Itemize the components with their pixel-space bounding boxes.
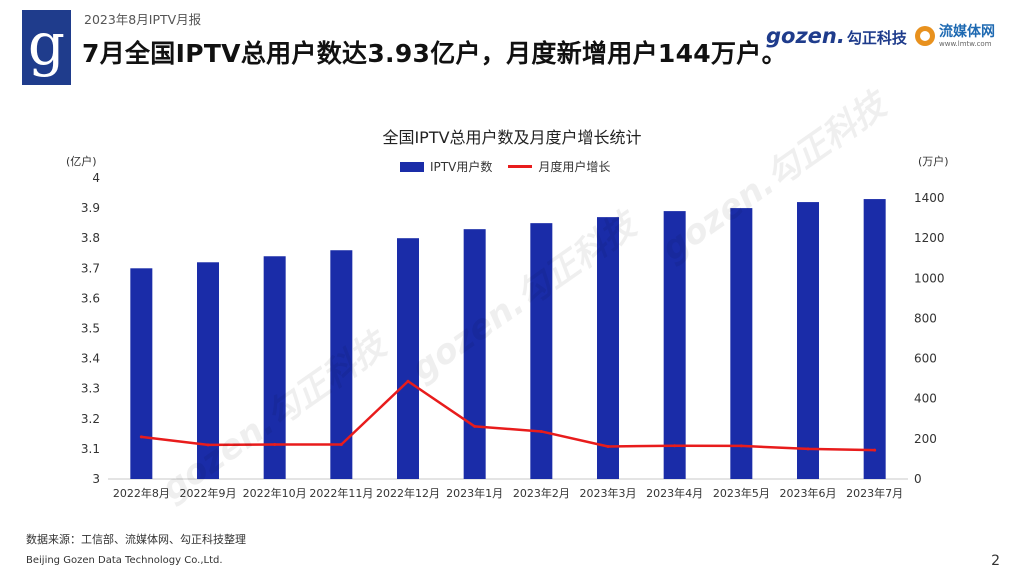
page-number: 2 — [991, 553, 1000, 569]
y-left-tick-label: 3.6 — [81, 291, 100, 305]
y-left-tick-label: 3 — [92, 472, 100, 486]
x-tick-label: 2023年1月 — [446, 486, 503, 500]
y-right-tick-label: 800 — [914, 311, 937, 325]
lmtw-brand-name: 流媒体网 — [939, 24, 995, 40]
gozen-logo-letter: g — [27, 9, 66, 78]
y-left-tick-label: 3.9 — [81, 201, 100, 215]
line-point-monthly-growth — [806, 447, 810, 451]
line-point-monthly-growth — [873, 448, 877, 452]
y-left-tick-label: 3.1 — [81, 442, 100, 456]
y-right-tick-label: 1400 — [914, 191, 945, 205]
x-tick-label: 2022年10月 — [243, 486, 307, 500]
x-tick-label: 2022年12月 — [376, 486, 440, 500]
bar-iptv-users — [197, 262, 219, 479]
gozen-logo-badge: g — [22, 10, 71, 85]
line-point-monthly-growth — [539, 429, 543, 433]
bar-iptv-users — [397, 238, 419, 479]
legend-swatch-bar — [400, 161, 424, 172]
bar-iptv-users — [530, 223, 553, 479]
bar-iptv-users — [463, 229, 486, 479]
line-point-monthly-growth — [739, 444, 743, 448]
y-left-tick-label: 3.3 — [81, 382, 100, 396]
x-tick-label: 2022年9月 — [180, 486, 237, 500]
gozen-brand-logo: gozen. 勾正科技 — [766, 24, 907, 48]
bar-iptv-users — [797, 202, 819, 479]
y-left-tick-label: 3.5 — [81, 322, 100, 336]
y-left-tick-label: 3.7 — [81, 261, 100, 275]
gozen-brand-cn: 勾正科技 — [846, 29, 907, 47]
chart-legend: IPTV用户数 月度用户增长 — [400, 158, 610, 175]
legend-label-line: 月度用户增长 — [538, 160, 611, 174]
x-tick-label: 2023年3月 — [580, 486, 637, 500]
x-tick-label: 2023年6月 — [780, 486, 837, 500]
data-source-note: 数据来源：工信部、流媒体网、勾正科技整理 — [26, 533, 246, 546]
line-point-monthly-growth — [473, 424, 477, 428]
lmtw-brand-logo: 流媒体网 www.lmtw.com — [915, 24, 995, 48]
bar-iptv-users — [863, 199, 886, 479]
bar-iptv-users — [663, 211, 686, 480]
line-point-monthly-growth — [139, 435, 143, 439]
report-tag: 2023年8月IPTV月报 — [84, 12, 202, 27]
gozen-brand-text: gozen. — [766, 24, 845, 48]
x-tick-label: 2023年2月 — [513, 486, 570, 500]
y-left-tick-label: 4 — [92, 171, 100, 185]
line-point-monthly-growth — [273, 442, 277, 446]
y-left-axis-label: (亿户) — [66, 154, 97, 168]
legend-label-bar: IPTV用户数 — [430, 160, 493, 174]
x-tick-label: 2023年4月 — [646, 486, 703, 500]
line-point-monthly-growth — [606, 444, 610, 448]
y-right-tick-label: 1000 — [914, 271, 945, 285]
y-right-axis-label: (万户) — [918, 154, 949, 168]
y-left-tick-label: 3.8 — [81, 231, 100, 245]
legend-swatch-line — [508, 165, 533, 168]
line-point-monthly-growth — [406, 379, 410, 383]
y-left-tick-label: 3.4 — [81, 352, 100, 366]
page-title: 7月全国IPTV总用户数达3.93亿户，月度新增用户144万户。 — [82, 39, 787, 68]
x-tick-label: 2023年7月 — [846, 486, 903, 500]
lmtw-logo-icon — [915, 26, 935, 46]
line-point-monthly-growth — [339, 442, 343, 446]
line-point-monthly-growth — [673, 444, 677, 448]
bar-iptv-users — [130, 268, 153, 479]
line-monthly-growth — [141, 380, 875, 452]
y-right-tick-label: 1200 — [914, 231, 945, 245]
bar-iptv-users — [597, 217, 619, 479]
line-point-monthly-growth — [206, 443, 210, 447]
chart-title: 全国IPTV总用户数及月度户增长统计 — [382, 128, 642, 147]
y-right-tick-label: 400 — [914, 392, 937, 406]
bar-iptv-users — [263, 256, 286, 479]
y-right-tick-label: 600 — [914, 352, 937, 366]
x-tick-label: 2022年8月 — [113, 486, 170, 500]
x-tick-label: 2023年5月 — [713, 486, 770, 500]
x-tick-label: 2022年11月 — [309, 486, 373, 500]
y-left-tick-label: 3.2 — [81, 412, 100, 426]
bar-iptv-users — [730, 208, 753, 479]
company-footer: Beijing Gozen Data Technology Co.,Ltd. — [26, 555, 223, 566]
y-right-tick-label: 200 — [914, 432, 937, 446]
y-right-tick-label: 0 — [914, 472, 922, 486]
bar-iptv-users — [330, 250, 353, 479]
lmtw-brand-url: www.lmtw.com — [939, 40, 992, 48]
